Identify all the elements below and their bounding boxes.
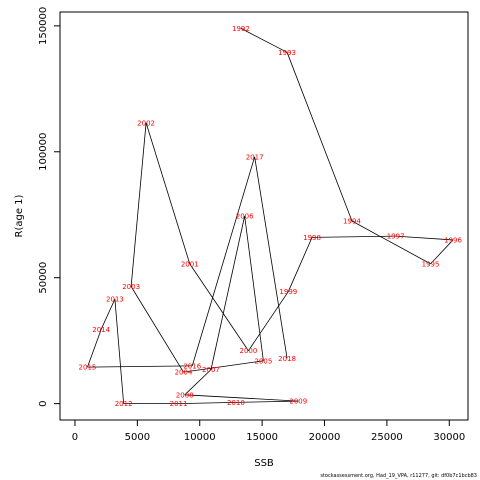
- x-tick-label: 15000: [246, 432, 278, 443]
- year-label-1997: 1997: [387, 233, 405, 241]
- segment-2010-2011: [178, 401, 236, 405]
- plot-frame: [59, 11, 469, 421]
- year-label-2005: 2005: [254, 357, 272, 365]
- segment-2004-2005: [183, 360, 264, 373]
- segment-2000-2001: [189, 263, 249, 351]
- segment-2017-2018: [254, 156, 288, 359]
- x-tick-label: 0: [72, 432, 78, 443]
- year-label-2017: 2017: [246, 153, 264, 161]
- segment-2013-2014: [100, 298, 116, 330]
- x-tick-label: 10000: [184, 432, 216, 443]
- segment-1997-1998: [312, 235, 396, 238]
- year-label-1994: 1994: [343, 218, 361, 226]
- segment-1993-1994: [286, 52, 353, 222]
- y-tick-label: 150000: [38, 7, 49, 45]
- year-label-2014: 2014: [92, 326, 110, 334]
- year-label-2007: 2007: [202, 366, 220, 374]
- segment-2008-2009: [184, 394, 299, 402]
- year-label-2011: 2011: [170, 400, 188, 408]
- footnote: stockassessment.org, Had_19_VPA, r11277,…: [320, 473, 477, 479]
- segment-1995-1996: [430, 239, 454, 265]
- year-label-1999: 1999: [279, 288, 297, 296]
- y-tick-label: 0: [38, 400, 49, 406]
- x-tick-label: 25000: [371, 432, 403, 443]
- x-tick-label: 20000: [309, 432, 341, 443]
- x-tick-label: 5000: [125, 432, 150, 443]
- segment-2003-2004: [130, 286, 184, 373]
- year-label-1998: 1998: [303, 234, 321, 242]
- year-label-1992: 1992: [232, 25, 250, 33]
- year-label-2013: 2013: [106, 296, 124, 304]
- segment-1999-2000: [248, 291, 289, 351]
- year-label-2003: 2003: [122, 283, 140, 291]
- year-label-2018: 2018: [278, 355, 296, 363]
- year-label-2000: 2000: [239, 347, 257, 355]
- year-label-2009: 2009: [289, 398, 307, 406]
- year-label-2004: 2004: [175, 369, 193, 377]
- segment-2016-2017: [191, 156, 256, 366]
- y-axis-title: R(age 1): [14, 194, 25, 237]
- year-label-1993: 1993: [278, 49, 296, 57]
- segment-2015-2016: [87, 365, 193, 368]
- segment-2001-2002: [145, 122, 191, 264]
- recruitment-series: [87, 28, 454, 405]
- x-axis: 0 5000 10000 15000 20000 25000 30000: [72, 420, 465, 443]
- year-label-2015: 2015: [79, 364, 97, 372]
- segment-2007-2008: [184, 369, 212, 396]
- year-label-2006: 2006: [236, 213, 254, 221]
- y-tick-label: 50000: [38, 262, 49, 294]
- segment-2014-2015: [87, 329, 102, 368]
- segment-2002-2003: [130, 122, 147, 287]
- y-tick-label: 100000: [38, 133, 49, 171]
- x-tick-label: 30000: [433, 432, 465, 443]
- x-axis-title: SSB: [254, 458, 274, 469]
- year-label-2001: 2001: [181, 260, 199, 268]
- segment-2005-2006: [244, 215, 264, 361]
- year-label-1996: 1996: [444, 236, 462, 244]
- year-label-2012: 2012: [115, 400, 133, 408]
- year-label-2010: 2010: [227, 399, 245, 407]
- year-labels: 1992 1993 1994 1995 1996 1997 1998 1999 2000 2001…: [79, 25, 463, 408]
- segment-2006-2007: [210, 215, 246, 370]
- segment-1998-1999: [287, 237, 313, 292]
- y-axis: 0 50000 100000 150000: [38, 7, 60, 407]
- segment-1994-1995: [351, 220, 431, 265]
- segment-2009-2010: [235, 400, 299, 403]
- segment-1996-1997: [395, 235, 454, 241]
- year-label-2002: 2002: [137, 119, 155, 127]
- segment-1992-1993: [240, 28, 288, 53]
- year-label-2008: 2008: [176, 391, 194, 399]
- segment-2012-2013: [114, 299, 125, 404]
- year-label-2016: 2016: [183, 362, 201, 370]
- year-label-1995: 1995: [422, 260, 440, 268]
